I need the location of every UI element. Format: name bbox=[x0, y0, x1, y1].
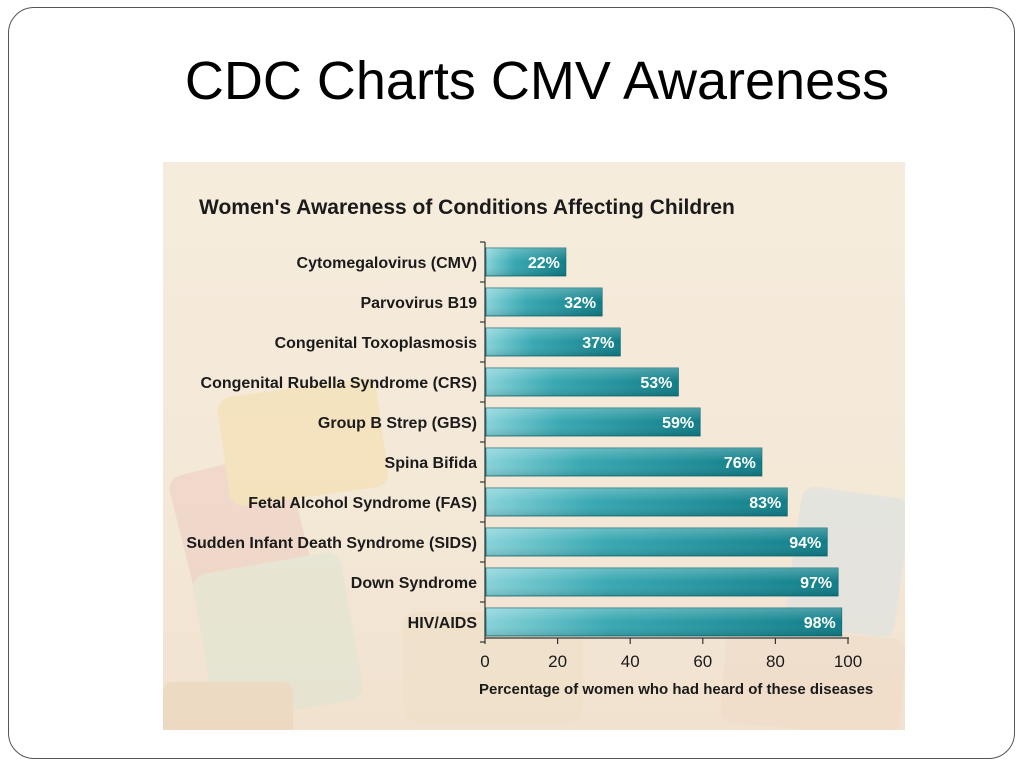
bar-value-label: 59% bbox=[662, 415, 694, 432]
bar-value-label: 83% bbox=[749, 495, 781, 512]
bar-chart: Women's Awareness of Conditions Affectin… bbox=[163, 162, 905, 730]
bars-group: Cytomegalovirus (CMV) 22% Parvovirus B19 32… bbox=[186, 247, 843, 637]
bar-value-label: 22% bbox=[528, 255, 560, 272]
category-label: Parvovirus B19 bbox=[360, 295, 477, 312]
category-label: Spina Bifida bbox=[385, 455, 478, 472]
bar-highlight bbox=[486, 608, 842, 636]
bar-value-label: 94% bbox=[789, 535, 821, 552]
y-axis-ticks bbox=[480, 241, 485, 643]
category-label: Congenital Rubella Syndrome (CRS) bbox=[201, 375, 477, 392]
bar-value-label: 37% bbox=[582, 335, 614, 352]
bar-highlight bbox=[486, 328, 621, 356]
bar-highlight bbox=[486, 288, 603, 316]
chart-panel: Women's Awareness of Conditions Affectin… bbox=[163, 162, 905, 730]
decorative-blocks bbox=[163, 378, 905, 730]
category-label: Congenital Toxoplasmosis bbox=[275, 335, 478, 352]
x-tick-label: 40 bbox=[621, 652, 640, 671]
category-label: Group B Strep (GBS) bbox=[318, 415, 477, 432]
bar-highlight bbox=[486, 528, 828, 556]
bar-highlight bbox=[486, 408, 701, 436]
x-tick-label: 0 bbox=[480, 652, 489, 671]
category-label: HIV/AIDS bbox=[408, 615, 478, 632]
background-veil bbox=[163, 162, 905, 730]
bar-value-label: 32% bbox=[564, 295, 596, 312]
category-label: Down Syndrome bbox=[351, 575, 477, 592]
slide-title: CDC Charts CMV Awareness bbox=[184, 51, 890, 111]
bar-value-label: 53% bbox=[640, 375, 672, 392]
category-label: Sudden Infant Death Syndrome (SIDS) bbox=[186, 535, 477, 552]
x-axis-ticks: 0 20 40 60 80 100 bbox=[480, 638, 862, 671]
bar-highlight bbox=[486, 488, 788, 516]
x-tick-label: 20 bbox=[548, 652, 567, 671]
bar-highlight bbox=[486, 448, 762, 476]
bar-highlight bbox=[486, 568, 839, 596]
bar-highlight bbox=[486, 368, 679, 396]
bar-value-label: 98% bbox=[804, 615, 836, 632]
bar-value-label: 97% bbox=[800, 575, 832, 592]
x-axis-title: Percentage of women who had heard of the… bbox=[479, 681, 873, 698]
x-tick-label: 60 bbox=[693, 652, 712, 671]
bar-value-label: 76% bbox=[724, 455, 756, 472]
category-label: Cytomegalovirus (CMV) bbox=[297, 255, 477, 272]
x-tick-label: 80 bbox=[766, 652, 785, 671]
category-label: Fetal Alcohol Syndrome (FAS) bbox=[248, 495, 477, 512]
bar-highlight bbox=[486, 248, 566, 276]
chart-title: Women's Awareness of Conditions Affectin… bbox=[199, 196, 735, 219]
x-tick-label: 100 bbox=[834, 652, 862, 671]
